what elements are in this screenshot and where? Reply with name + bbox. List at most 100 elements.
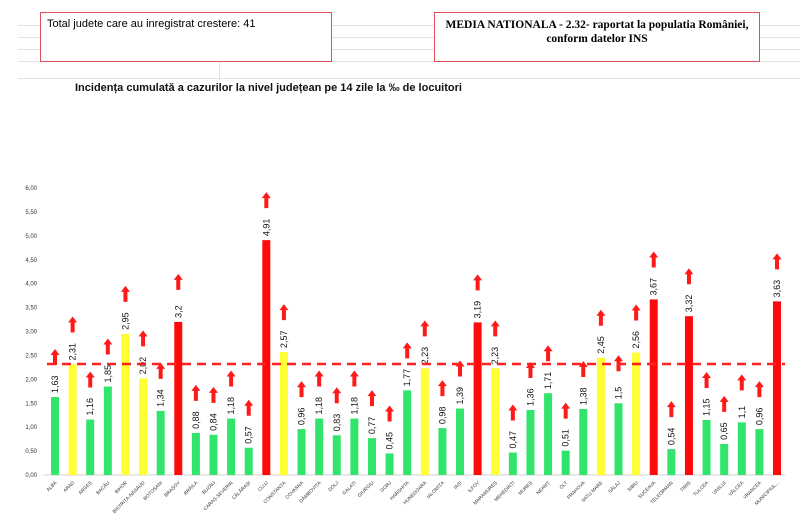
x-tick-label: SIBIU: [626, 480, 639, 493]
arrow-shape: [367, 390, 377, 407]
trend-up-arrow-icon: [631, 304, 641, 321]
value-label: 1,85: [103, 365, 113, 383]
value-label: 2,45: [596, 336, 606, 354]
x-tick-label: GALAȚI: [341, 480, 357, 496]
bar: [139, 378, 148, 475]
total-counties-text: Total judete care au inregistrat crester…: [47, 18, 256, 30]
trend-up-arrow-icon: [772, 253, 782, 270]
value-label: 0,88: [191, 411, 201, 429]
bar: [526, 409, 535, 475]
arrow-shape: [508, 404, 518, 421]
bar: [332, 435, 341, 475]
bar: [702, 419, 711, 475]
trend-up-arrow-icon: [208, 386, 218, 403]
trend-up-arrow-icon: [525, 361, 535, 378]
arrow-shape: [684, 268, 694, 285]
bar: [491, 368, 500, 475]
value-label: 0,96: [754, 408, 764, 426]
bar: [350, 418, 359, 475]
arrow-shape: [103, 338, 113, 355]
value-label: 2,02: [138, 357, 148, 375]
value-label: 3,2: [173, 305, 183, 318]
trend-up-arrow-icon: [85, 371, 95, 388]
y-tick-label: 1,00: [25, 425, 37, 431]
trend-up-arrow-icon: [719, 395, 729, 412]
arrow-shape: [120, 285, 130, 302]
trend-up-arrow-icon: [244, 399, 254, 416]
x-tick-label: IAȘI: [453, 480, 464, 491]
value-label: 0,65: [719, 422, 729, 440]
value-label: 0,84: [208, 413, 218, 431]
x-tick-label: OLT: [559, 480, 570, 491]
arrow-shape: [525, 361, 535, 378]
bar: [227, 418, 236, 475]
value-label: 1,18: [226, 397, 236, 415]
value-label: 2,31: [68, 343, 78, 361]
arrow-shape: [226, 370, 236, 387]
gridline: [18, 78, 800, 79]
trend-up-arrow-icon: [596, 309, 606, 326]
trend-up-arrow-icon: [543, 345, 553, 362]
trend-up-arrow-icon: [737, 374, 747, 391]
bar: [579, 408, 588, 475]
arrow-shape: [702, 371, 712, 388]
bar: [456, 408, 465, 475]
y-tick-label: 2,50: [25, 353, 37, 359]
x-tick-label: VÂLCEA: [727, 479, 746, 498]
trend-up-arrow-icon: [332, 387, 342, 404]
bar: [68, 364, 77, 475]
y-tick-label: 3,50: [25, 306, 37, 312]
arrow-shape: [244, 399, 254, 416]
value-label: 0,51: [561, 429, 571, 447]
arrow-shape: [332, 387, 342, 404]
y-tick-label: 4,50: [25, 258, 37, 264]
bar: [51, 397, 59, 475]
arrow-shape: [666, 401, 676, 418]
trend-up-arrow-icon: [226, 370, 236, 387]
arrow-shape: [261, 192, 271, 209]
trend-up-arrow-icon: [702, 371, 712, 388]
arrow-shape: [138, 330, 148, 347]
value-label: 2,57: [279, 331, 289, 349]
arrow-shape: [473, 274, 483, 291]
arrow-shape: [649, 251, 659, 268]
value-label: 3,19: [473, 301, 483, 319]
bar: [544, 393, 553, 475]
arrow-shape: [385, 405, 395, 422]
x-tick-label: GORJ: [379, 480, 393, 494]
x-tick-label: CĂLĂRAȘI: [230, 479, 252, 501]
x-tick-label: BOTOȘANI: [142, 480, 164, 502]
arrow-shape: [208, 386, 218, 403]
y-tick-label: 1,50: [25, 401, 37, 407]
x-tick-label: NEAMȚ: [535, 480, 551, 496]
bar: [649, 299, 658, 475]
x-tick-label: BISTRIȚA-NĂSĂUD: [111, 479, 147, 515]
value-label: 2,23: [420, 347, 430, 365]
y-tick-label: 2,00: [25, 377, 37, 383]
value-label: 2,56: [631, 331, 641, 349]
gridline: [18, 49, 800, 50]
value-label: 1,1: [737, 406, 747, 419]
x-tick-label: MUREȘ: [517, 480, 533, 496]
y-tick-label: 5,00: [25, 234, 37, 240]
trend-up-arrow-icon: [437, 380, 447, 397]
x-tick-label: SĂLAJ: [607, 479, 623, 495]
trend-up-arrow-icon: [561, 402, 571, 419]
value-label: 1,36: [525, 388, 535, 406]
arrow-shape: [420, 320, 430, 337]
trend-up-arrow-icon: [279, 304, 289, 321]
value-label: 4,91: [261, 219, 271, 237]
bar: [508, 452, 517, 475]
trend-up-arrow-icon: [367, 390, 377, 407]
value-label: 1,18: [349, 397, 359, 415]
trend-up-arrow-icon: [173, 273, 183, 290]
x-tick-label: ARAD: [62, 480, 76, 494]
bar: [174, 321, 183, 475]
arrow-shape: [50, 349, 60, 366]
bar: [367, 438, 376, 475]
x-tick-label: BRĂILA: [182, 479, 200, 497]
y-tick-label: 3,00: [25, 330, 37, 336]
arrow-shape: [754, 381, 764, 398]
value-label: 1,63: [50, 376, 60, 394]
bar: [596, 357, 605, 475]
